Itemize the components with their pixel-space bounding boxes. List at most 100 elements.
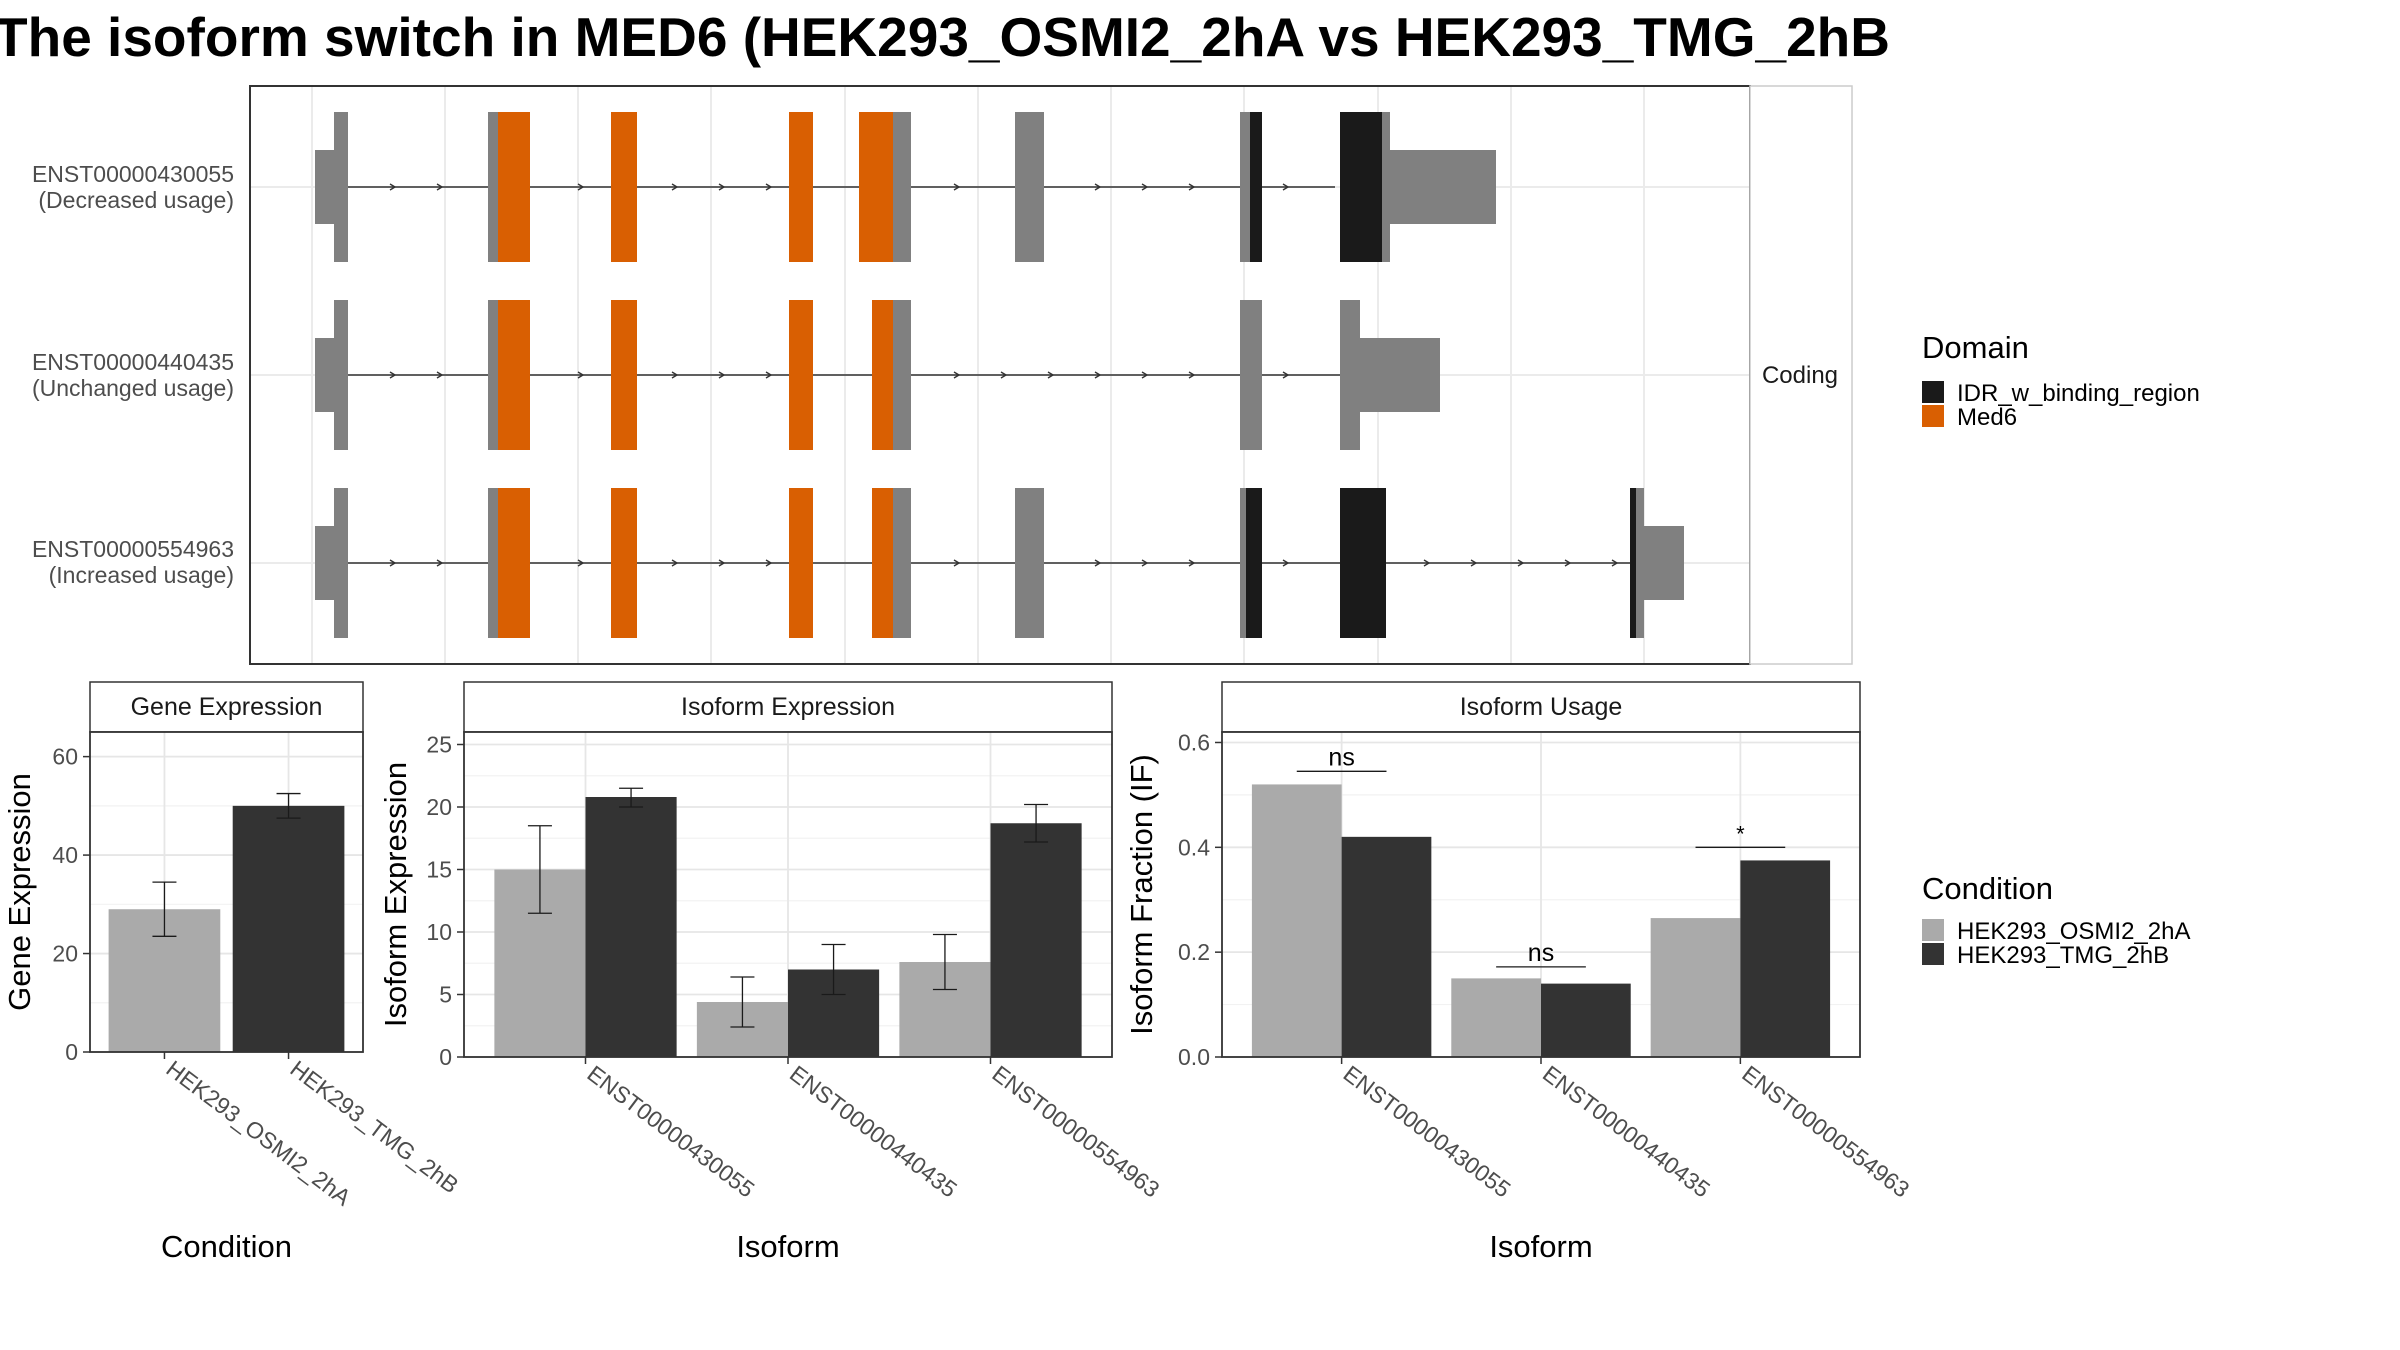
med6-domain-block: [872, 300, 893, 450]
transcript-label-1: ENST00000430055: [32, 161, 234, 187]
intron-arrow: [1141, 371, 1149, 379]
bar: [1251, 784, 1342, 1057]
significance-label: ns: [1528, 939, 1554, 967]
y-tick-label: 40: [52, 842, 78, 868]
y-tick-label: 0.6: [1178, 729, 1210, 755]
facet-strip: [1749, 85, 1853, 665]
intron-arrow: [671, 183, 679, 191]
transcript-usage-3: (Increased usage): [49, 562, 234, 588]
exon-block: [488, 488, 498, 638]
intron-arrow: [671, 559, 679, 567]
med6-domain-block: [611, 112, 637, 262]
intron-arrow: [1000, 371, 1008, 379]
facet-label: Coding: [1762, 362, 1838, 389]
transcript-track-1: [315, 112, 1496, 262]
exon-block: [315, 526, 334, 600]
x-tick-label: ENST00000554963: [987, 1060, 1164, 1202]
plot-border: [89, 731, 364, 1053]
med6-domain-block: [789, 300, 813, 450]
y-axis-label: Isoform Fraction (IF): [1124, 754, 1159, 1035]
intron-arrow: [718, 559, 726, 567]
transcript-usage-1: (Decreased usage): [38, 187, 234, 213]
bar: [1650, 918, 1741, 1057]
bar: [1451, 978, 1541, 1057]
intron-arrow: [1423, 559, 1431, 567]
intron-arrow: [436, 371, 444, 379]
transcript-tracks: [315, 112, 1684, 638]
exon-block: [334, 112, 348, 262]
idr-domain-block: [1250, 112, 1262, 262]
legend-key-med6: [1922, 405, 1944, 427]
bar: [585, 797, 677, 1057]
bar: [990, 823, 1082, 1057]
bar: [1341, 836, 1432, 1057]
y-tick-label: 20: [426, 794, 452, 820]
exon-block: [1240, 300, 1262, 450]
intron-arrow: [765, 183, 773, 191]
idr-domain-block: [1340, 112, 1382, 262]
structure-panel: Coding ENST00000430055 (Decreased usage)…: [32, 85, 1853, 665]
intron-arrow: [765, 371, 773, 379]
intron-arrow: [389, 371, 397, 379]
intron-arrow: [718, 183, 726, 191]
intron-arrow: [953, 559, 961, 567]
intron-arrow: [1188, 371, 1196, 379]
intron-arrow: [1094, 183, 1102, 191]
med6-domain-block: [859, 112, 893, 262]
x-axis-label: Isoform: [1489, 1229, 1592, 1264]
legend-label-cond-b: HEK293_TMG_2hB: [1957, 942, 2169, 969]
med6-domain-block: [789, 488, 813, 638]
y-tick-label: 5: [439, 982, 452, 1008]
idr-domain-block: [1340, 488, 1386, 638]
domain-legend-title: Domain: [1922, 330, 2029, 365]
intron-arrow: [765, 559, 773, 567]
y-tick-label: 0: [65, 1039, 78, 1065]
exon-block: [1360, 338, 1440, 412]
x-axis-label: Condition: [161, 1229, 292, 1264]
intron-arrow: [577, 559, 585, 567]
med6-domain-block: [498, 488, 530, 638]
exon-block: [1240, 488, 1246, 638]
med6-domain-block: [872, 488, 893, 638]
exon-block: [1015, 112, 1044, 262]
x-tick-label: ENST00000430055: [1339, 1060, 1516, 1202]
gene-expression-panel: Gene Expression0204060HEK293_OSMI2_2hAHE…: [2, 681, 464, 1264]
intron-arrow: [1188, 559, 1196, 567]
med6-domain-block: [498, 300, 530, 450]
exon-block: [893, 112, 911, 262]
legend-key-idr: [1922, 381, 1944, 403]
y-tick-label: 20: [52, 941, 78, 967]
intron-arrow: [1564, 559, 1572, 567]
panel-strip: [1221, 681, 1861, 733]
idr-domain-block: [1630, 488, 1636, 638]
transcript-label-2: ENST00000440435: [32, 349, 234, 375]
exon-block: [893, 300, 911, 450]
exon-block: [1644, 526, 1684, 600]
intron-arrow: [389, 559, 397, 567]
y-tick-label: 60: [52, 744, 78, 770]
panel-title: Isoform Expression: [681, 693, 895, 721]
exon-block: [1390, 150, 1496, 224]
significance-label: ns: [1328, 743, 1354, 771]
x-tick-label: ENST00000440435: [1538, 1060, 1715, 1202]
transcript-track-2: [315, 300, 1440, 450]
domain-legend: Domain IDR_w_binding_region Med6: [1922, 330, 2200, 431]
panel-title: Isoform Usage: [1460, 693, 1623, 721]
x-tick-label: ENST00000430055: [582, 1060, 759, 1202]
panel-strip: [463, 681, 1113, 733]
intron-arrow: [953, 183, 961, 191]
intron-arrow: [1188, 183, 1196, 191]
intron-arrow: [1517, 559, 1525, 567]
intron-arrow: [718, 371, 726, 379]
figure-title: The isoform switch in MED6 (HEK293_OSMI2…: [0, 6, 1890, 68]
intron-arrow: [436, 183, 444, 191]
intron-arrow: [1141, 183, 1149, 191]
isoform-expression-panel: Isoform Expression 0 5 10 15 20 25 ENST00000430…: [378, 681, 1165, 1264]
intron-arrow: [671, 371, 679, 379]
y-tick-label: 25: [426, 732, 452, 758]
intron-arrow: [1094, 371, 1102, 379]
y-tick-label: 0: [439, 1044, 452, 1070]
intron-arrow: [577, 371, 585, 379]
x-tick-label: ENST00000440435: [785, 1060, 962, 1202]
